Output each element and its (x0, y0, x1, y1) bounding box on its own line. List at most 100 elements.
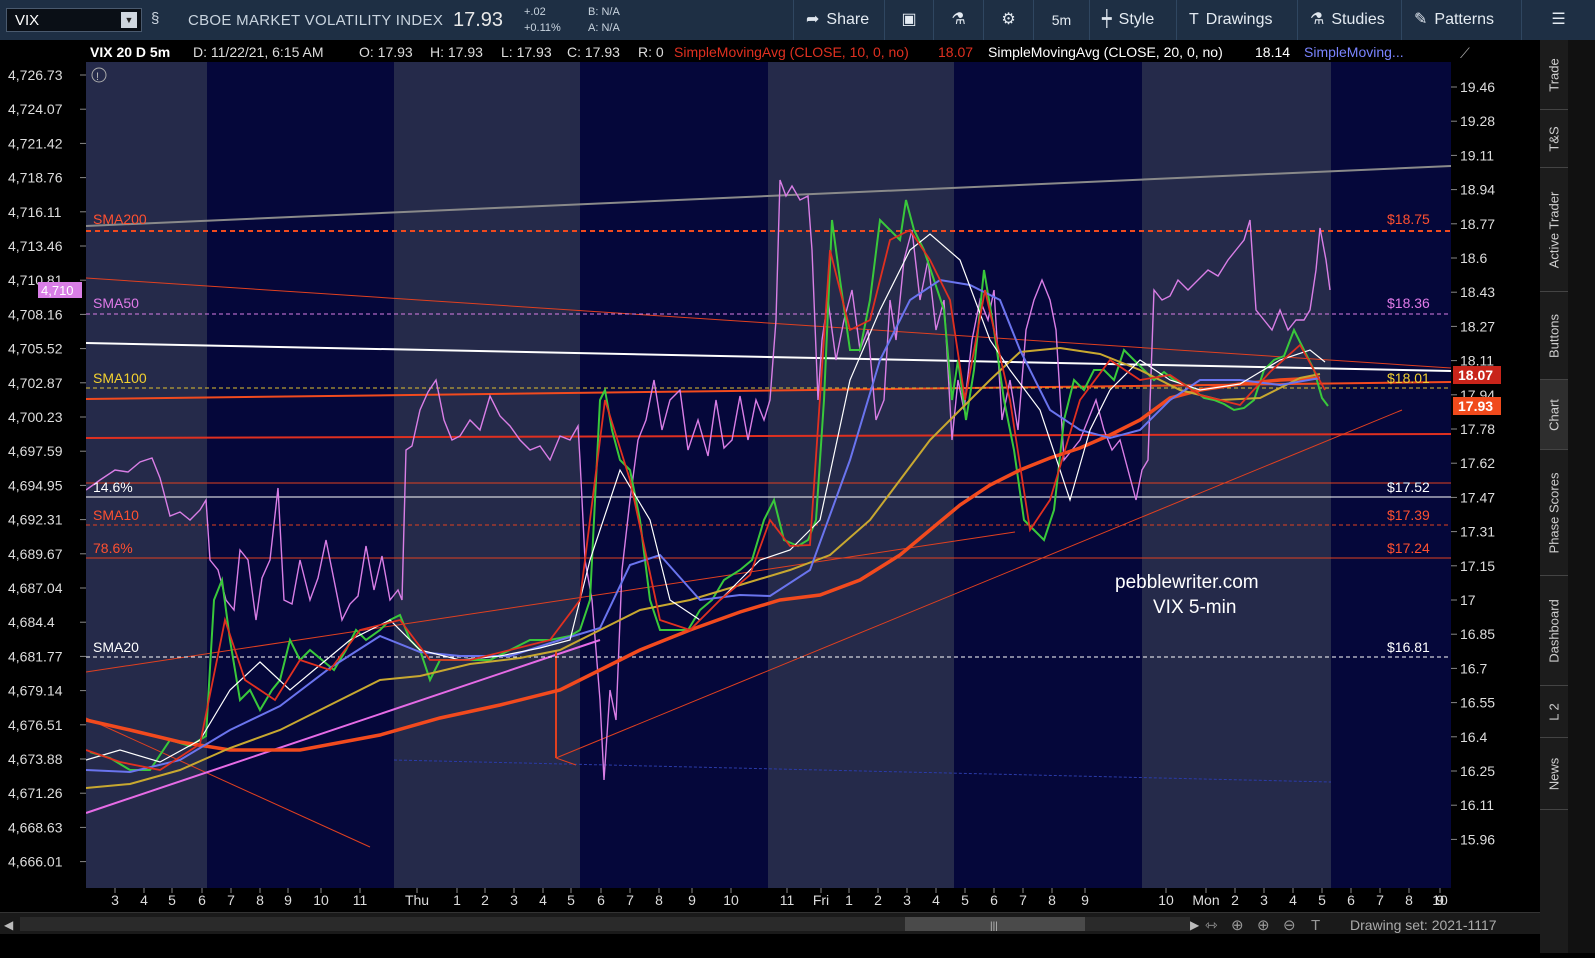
scroll-thumb[interactable] (905, 917, 1085, 931)
zoom-out-icon[interactable]: ⊖ (1283, 917, 1296, 934)
studies-button[interactable]: ⚗ Studies (1297, 0, 1401, 40)
left-price-axis[interactable]: 4,726.73 4,724.07 4,721.42 4,718.76 4,716.11… (8, 67, 86, 870)
time-axis-label: 6 (198, 892, 206, 908)
flask-icon: ⚗ (951, 11, 966, 28)
time-axis[interactable]: 3 4 5 6 7 8 9 10 11 Thu 1 2 3 4 5 6 7 8 9 10 11 Fri 1 2 3 4 5 6 7 8 9 1… (111, 888, 1448, 908)
scroll-left-icon[interactable]: ◀ (4, 918, 14, 932)
right-axis-label: 18.27 (1460, 318, 1495, 334)
scroll-track[interactable] (20, 917, 1190, 931)
link-icon[interactable]: § (151, 10, 160, 27)
left-axis-label: 4,666.01 (8, 854, 63, 870)
scroll-thumb-grip: ||| (990, 921, 998, 932)
time-axis-label: Mon (1192, 892, 1219, 908)
time-axis-label: 3 (111, 892, 119, 908)
time-axis-label: 11 (780, 892, 795, 908)
trendline-down[interactable] (85, 717, 371, 848)
legend-sma-more[interactable]: SimpleMoving... (1304, 44, 1404, 60)
trendline-falling[interactable] (85, 277, 1452, 369)
chart-canvas[interactable]: 4,726.73 4,724.07 4,721.42 4,718.76 4,716.11… (0, 40, 1540, 953)
menu-button[interactable]: ☰ (1521, 0, 1595, 40)
time-axis-label: 11 (353, 892, 368, 908)
trendline-white[interactable] (85, 342, 1452, 372)
time-axis-label: 9 (284, 892, 292, 908)
symbol-input[interactable]: VIX ▼ (6, 8, 142, 32)
sma200-label: SMA200 (93, 211, 147, 227)
right-axis-bg (1451, 40, 1540, 913)
tab-level-2[interactable]: L 2 (1540, 686, 1568, 738)
left-axis-label: 4,692.31 (8, 512, 63, 528)
price-chart[interactable]: 4,726.73 4,724.07 4,721.42 4,718.76 4,716.11… (0, 40, 1540, 953)
zoom-in-icon[interactable]: ⊕ (1257, 917, 1270, 934)
trendline-upper[interactable] (85, 165, 1452, 227)
trendline-blue-dotted (393, 759, 1332, 783)
time-axis-label: 6 (597, 892, 605, 908)
pan-icon[interactable]: ⇿ (1205, 917, 1218, 934)
time-axis-label: 3 (510, 892, 518, 908)
settings-button[interactable]: ⚙ (983, 0, 1033, 40)
time-axis-label: 4 (140, 892, 148, 908)
legend-study-name: VIX 20 D 5m (90, 44, 170, 60)
time-axis-label: 5 (567, 892, 575, 908)
index-description: CBOE MARKET VOLATILITY INDEX (188, 12, 444, 29)
right-axis-label: 16.4 (1460, 729, 1487, 745)
left-axis-label: 4,700.23 (8, 409, 63, 425)
scrollbar-canvas[interactable]: ◀ ||| ▶ ⇿ ⊕ ⊕ ⊖ T Drawing set: 2021-1117 (0, 913, 1540, 935)
right-axis-label: 18.77 (1460, 216, 1495, 232)
tab-news[interactable]: News (1540, 738, 1568, 810)
style-button[interactable]: ┿ Style (1089, 0, 1176, 40)
left-axis-label: 4,687.04 (8, 580, 63, 596)
percent-change: +0.11% (524, 22, 561, 34)
last-price-tag (1453, 397, 1501, 415)
right-axis-label: 18.6 (1460, 250, 1487, 266)
tab-dashboard[interactable]: Dashboard (1540, 576, 1568, 686)
sma10-price-tag-label: 18.07 (1458, 367, 1493, 383)
scroll-right-icon[interactable]: ▶ (1190, 918, 1200, 932)
time-axis-label: 2 (481, 892, 489, 908)
scale-tool-icon[interactable]: ⟋ (1460, 45, 1470, 61)
tab-chart[interactable]: Chart (1540, 380, 1568, 450)
sma100-label: SMA100 (93, 370, 147, 386)
tab-phase-scores[interactable]: Phase Scores (1540, 450, 1568, 576)
right-price-axis[interactable]: 19.46 19.28 19.11 18.94 18.77 18.6 18.43 18.27 1… (1451, 79, 1495, 847)
last-price: 17.93 (453, 9, 504, 31)
flask-button[interactable]: ⚗ (933, 0, 983, 40)
sma100-value: $18.01 (1387, 370, 1430, 386)
tab-time-and-sales[interactable]: T&S (1540, 110, 1568, 168)
legend-sma10[interactable]: SimpleMovingAvg (CLOSE, 10, 0, no) (674, 44, 909, 60)
image-icon: ▣ (901, 11, 917, 28)
trendline-mid[interactable] (85, 531, 1016, 673)
legend-high: H: 17.93 (430, 44, 483, 60)
premarket-shade (394, 42, 580, 888)
left-axis-label: 4,721.42 (8, 135, 63, 151)
sma200-value: $18.75 (1387, 211, 1430, 227)
drawing-set-label[interactable]: Drawing set: 2021-1117 (1350, 917, 1497, 933)
info-icon[interactable] (91, 67, 107, 83)
time-axis-label: 8 (655, 892, 663, 908)
timeframe-button[interactable]: 5m (1033, 0, 1089, 40)
time-axis-label: Thu (405, 892, 429, 908)
left-axis-label: 4,726.73 (8, 67, 63, 83)
trendline-rising[interactable] (555, 409, 1403, 759)
time-axis-label: 7 (1019, 892, 1027, 908)
horizontal-scrollbar[interactable]: ◀ ||| ▶ ⇿ ⊕ ⊕ ⊖ T Drawing set: 2021-1117 (0, 912, 1540, 935)
tab-trade[interactable]: Trade (1540, 40, 1568, 110)
tab-buttons[interactable]: Buttons (1540, 292, 1568, 380)
drawings-button[interactable]: T Drawings (1176, 0, 1297, 40)
drawing-text-icon[interactable]: T (1311, 917, 1320, 934)
chevron-down-icon[interactable]: ▼ (121, 12, 137, 28)
patterns-button[interactable]: ✎ Patterns (1401, 0, 1521, 40)
time-axis-label: 10 (1432, 892, 1448, 908)
legend-bar (86, 42, 1451, 62)
image-button[interactable]: ▣ (884, 0, 933, 40)
right-edge-strip (1568, 40, 1595, 953)
time-axis-label: 1 (453, 892, 461, 908)
left-axis-label: 4,673.88 (8, 751, 63, 767)
sma20-line (85, 233, 1326, 763)
tab-active-trader[interactable]: Active Trader (1540, 168, 1568, 292)
legend-sma20[interactable]: SimpleMovingAvg (CLOSE, 20, 0, no) (988, 44, 1223, 60)
left-axis-label: 4,676.51 (8, 717, 63, 733)
support-line[interactable] (85, 433, 1452, 439)
share-button[interactable]: ➦ Share (793, 0, 884, 40)
crosshair-icon[interactable]: ⊕ (1231, 917, 1244, 934)
trendline-pink[interactable] (85, 639, 601, 814)
